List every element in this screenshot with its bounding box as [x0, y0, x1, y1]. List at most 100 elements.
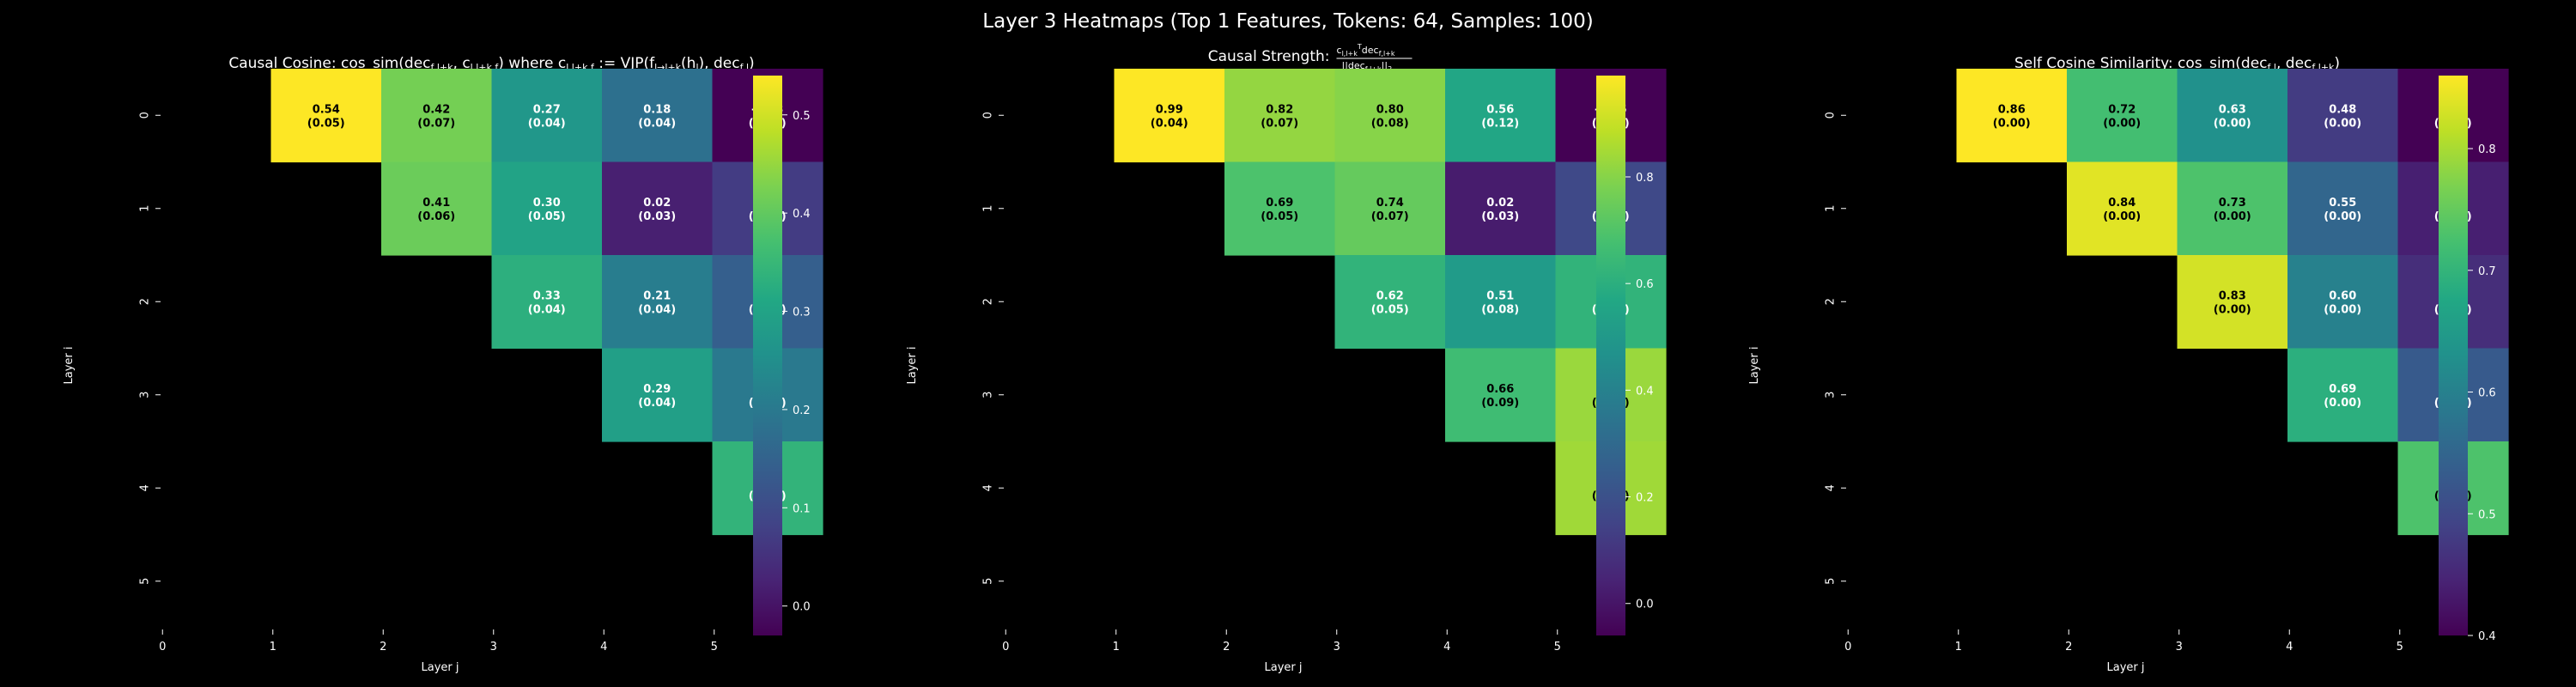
cell-std-label: (0.00): [2103, 210, 2141, 223]
colorbar-tick-label: 0.4: [793, 208, 811, 221]
y-axis-label: Layer i: [906, 347, 919, 385]
colorbar-tick-label: 0.1: [793, 502, 811, 515]
title-part: Causal Cosine: cos_sim(dec: [228, 55, 430, 72]
colorbar-tick-label: 0.4: [2478, 630, 2496, 643]
cell-std-label: (0.00): [1993, 117, 2031, 130]
y-tick-label: 5: [1825, 578, 1838, 585]
title-fraction-numerator: cl,l+kTdecf,l+k: [1337, 43, 1395, 58]
heatmap-cell: [1445, 69, 1557, 163]
y-tick-label: 3: [139, 392, 152, 398]
cell-std-label: (0.00): [2214, 117, 2251, 130]
cell-std-label: (0.03): [638, 210, 676, 223]
cell-value-label: 0.56: [1486, 103, 1514, 116]
x-tick-label: 4: [1443, 641, 1450, 654]
cell-value-label: 0.55: [2329, 197, 2356, 210]
colorbar-tick-label: 0.6: [2478, 387, 2496, 400]
cell-value-label: 0.99: [1156, 103, 1183, 116]
title-part: f,l: [740, 62, 749, 73]
x-tick-label: 2: [380, 641, 386, 654]
cell-value-label: 0.27: [533, 103, 561, 116]
cell-value-label: 0.83: [2219, 289, 2246, 302]
y-tick-label: 2: [139, 298, 152, 305]
cell-value-label: 0.21: [643, 289, 671, 302]
heatmap-cell: [1956, 69, 2068, 163]
heatmap-cell: [2177, 255, 2288, 350]
colorbar-tick-label: 0.8: [2478, 143, 2496, 156]
y-axis-label: Layer i: [63, 347, 76, 385]
colorbar-tick-label: 0.4: [1636, 385, 1654, 398]
cell-value-label: 0.29: [643, 383, 671, 396]
cell-std-label: (0.05): [1371, 303, 1409, 316]
heatmap-panel-2: Causal Strength: cl,l+kTdecf,l+k||decf,l…: [906, 43, 1667, 674]
x-tick-label: 5: [1554, 641, 1561, 654]
cell-value-label: 0.69: [1266, 197, 1293, 210]
colorbar-tick-label: 0.8: [1636, 172, 1654, 185]
cell-value-label: 0.63: [2219, 103, 2246, 116]
cell-value-label: 0.42: [422, 103, 450, 116]
heatmap-cell: [1224, 161, 1336, 256]
cell-value-label: 0.33: [533, 289, 561, 302]
colorbar-tick-label: 0.0: [1636, 599, 1654, 611]
cell-value-label: 0.69: [2329, 383, 2356, 396]
x-tick-label: 2: [2065, 641, 2072, 654]
colorbar-tick-label: 0.0: [793, 601, 811, 614]
x-tick-label: 4: [600, 641, 607, 654]
heatmap-cell: [602, 161, 714, 256]
cell-value-label: 0.80: [1376, 103, 1404, 116]
y-tick-label: 4: [139, 484, 152, 491]
x-tick-label: 5: [711, 641, 718, 654]
y-tick-label: 0: [1825, 112, 1838, 119]
x-tick-label: 5: [2397, 641, 2403, 654]
heatmap-cell: [1334, 161, 1446, 256]
heatmap-cell: [491, 255, 603, 350]
cell-std-label: (0.04): [1151, 117, 1188, 130]
colorbar-tick-label: 0.3: [793, 307, 811, 319]
colorbar-tick-label: 0.6: [1636, 278, 1654, 291]
cell-std-label: (0.05): [307, 117, 345, 130]
x-tick-label: 2: [1223, 641, 1230, 654]
cell-std-label: (0.07): [417, 117, 455, 130]
colorbar-tick-label: 0.2: [1636, 492, 1654, 505]
heatmap-cell: [2287, 161, 2399, 256]
title-part: ), dec: [699, 55, 740, 72]
y-tick-label: 1: [139, 205, 152, 212]
title-part: ): [749, 55, 755, 72]
cell-value-label: 0.66: [1486, 383, 1514, 396]
cell-std-label: (0.05): [1261, 210, 1298, 223]
heatmap-cell: [2287, 255, 2399, 350]
cell-value-label: 0.02: [1486, 197, 1514, 210]
y-tick-label: 2: [982, 298, 995, 305]
y-tick-label: 0: [982, 112, 995, 119]
heatmap-cell: [270, 69, 382, 163]
colorbar-tick-label: 0.5: [793, 110, 811, 123]
y-tick-label: 3: [1825, 392, 1838, 398]
x-tick-label: 3: [2176, 641, 2183, 654]
title-part: f,l: [2268, 62, 2276, 73]
cell-std-label: (0.04): [638, 303, 676, 316]
title-part: , c: [453, 55, 471, 72]
y-tick-label: 5: [982, 578, 995, 585]
cell-std-label: (0.04): [528, 303, 566, 316]
title-part: , dec: [2276, 55, 2312, 72]
cell-std-label: (0.08): [1481, 303, 1519, 316]
cell-std-label: (0.00): [2324, 117, 2361, 130]
heatmap-cell: [1445, 348, 1557, 442]
heatmap-cell: [381, 161, 493, 256]
cell-std-label: (0.04): [638, 397, 676, 410]
heatmap-cell: [602, 69, 714, 163]
x-tick-label: 0: [1844, 641, 1851, 654]
cell-value-label: 0.82: [1266, 103, 1293, 116]
heatmap-cell: [381, 69, 493, 163]
title-part: ): [2334, 55, 2340, 72]
x-tick-label: 0: [159, 641, 166, 654]
heatmap-cell: [1224, 69, 1336, 163]
cell-value-label: 0.54: [313, 103, 340, 116]
y-tick-label: 1: [1825, 205, 1838, 212]
colorbar: [1596, 76, 1625, 635]
cell-value-label: 0.18: [643, 103, 671, 116]
heatmap-cell: [2287, 69, 2399, 163]
cell-value-label: 0.51: [1486, 289, 1514, 302]
cell-std-label: (0.00): [2214, 210, 2251, 223]
x-tick-label: 0: [1002, 641, 1009, 654]
